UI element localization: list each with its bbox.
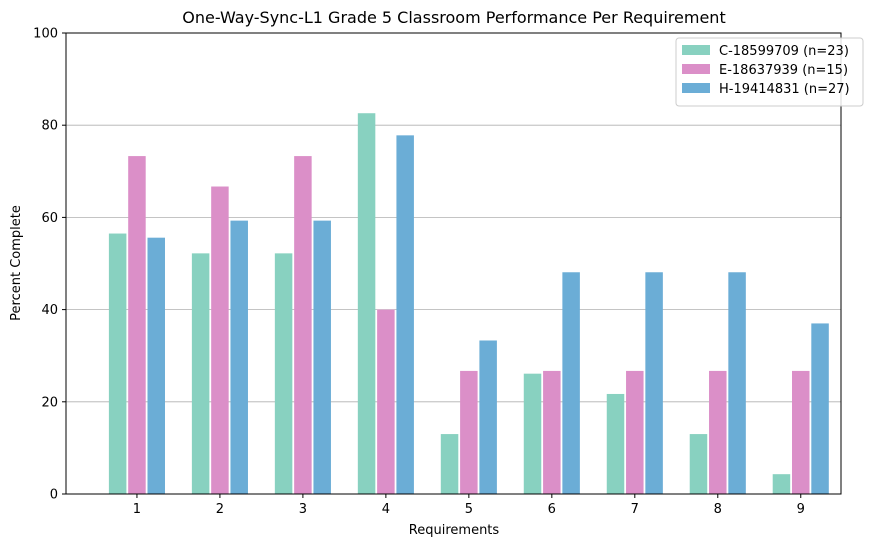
legend-label: E-18637939 (n=15) — [719, 63, 848, 78]
bar — [626, 370, 644, 494]
x-tick-label: 9 — [797, 502, 805, 517]
legend-swatch — [682, 45, 710, 55]
bar — [811, 323, 829, 494]
y-axis-label: Percent Complete — [9, 205, 24, 321]
y-tick-label: 0 — [50, 488, 58, 503]
bar — [728, 272, 746, 494]
y-axis: 0 20 40 60 80 100 — [33, 27, 66, 503]
bar — [479, 340, 497, 494]
x-axis-label: Requirements — [409, 523, 500, 538]
bar — [274, 253, 293, 494]
bar — [523, 373, 542, 494]
y-tick-label: 40 — [41, 303, 58, 318]
bar — [128, 156, 146, 494]
bar — [772, 474, 791, 494]
bar — [211, 186, 229, 494]
bar — [562, 272, 580, 494]
x-tick-label: 3 — [299, 502, 307, 517]
legend-box — [675, 37, 864, 107]
bars — [108, 113, 829, 495]
bar — [543, 370, 561, 494]
gridlines — [66, 124, 841, 403]
x-tick-label: 5 — [465, 502, 473, 517]
x-axis: 1 2 3 4 5 6 7 8 9 — [133, 494, 805, 517]
bar — [460, 370, 478, 494]
legend: C-18599709 (n=23) E-18637939 (n=15) H-1941… — [675, 37, 864, 107]
y-tick-label: 60 — [41, 211, 58, 226]
bar — [396, 135, 414, 495]
y-tick-label: 100 — [33, 27, 58, 42]
bar — [191, 253, 210, 494]
legend-label: C-18599709 (n=23) — [719, 44, 849, 59]
y-tick-label: 20 — [41, 395, 58, 410]
legend-swatch — [682, 64, 710, 74]
x-tick-label: 4 — [382, 502, 390, 517]
bar — [377, 309, 395, 494]
bar — [147, 237, 165, 494]
legend-label: H-19414831 (n=27) — [719, 82, 850, 97]
bar — [792, 370, 810, 494]
y-tick-label: 80 — [41, 119, 58, 134]
bar — [294, 156, 312, 494]
bar — [230, 220, 248, 494]
x-tick-label: 8 — [714, 502, 722, 517]
bar — [108, 233, 127, 494]
bar — [440, 434, 459, 494]
chart-title: One-Way-Sync-L1 Grade 5 Classroom Perfor… — [182, 8, 725, 27]
bar — [645, 272, 663, 494]
bar — [689, 434, 708, 494]
bar — [357, 113, 376, 495]
plot-frame — [65, 32, 842, 495]
x-tick-label: 1 — [133, 502, 141, 517]
x-tick-label: 6 — [548, 502, 556, 517]
bar — [606, 393, 625, 494]
x-tick-label: 7 — [631, 502, 639, 517]
legend-swatch — [682, 83, 710, 93]
bar — [313, 220, 331, 494]
x-tick-label: 2 — [216, 502, 224, 517]
bar — [709, 370, 727, 494]
